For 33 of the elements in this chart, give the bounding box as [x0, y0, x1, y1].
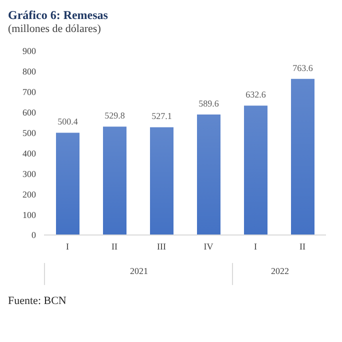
y-tick-label: 0	[32, 230, 36, 240]
x-tick-label: I	[66, 241, 69, 252]
bar	[103, 126, 126, 235]
data-label: 527.1	[152, 111, 172, 122]
source-note: Fuente: BCN	[8, 295, 68, 307]
x-tick-label: III	[157, 241, 166, 252]
data-label: 589.6	[198, 98, 220, 108]
data-label: 763.6	[292, 62, 314, 73]
x-tick-label: I	[254, 241, 257, 252]
y-tick-label: 600	[22, 108, 36, 118]
x-tick-label: II	[300, 241, 306, 252]
data-label: 500.4	[58, 116, 78, 127]
text: 2021	[44, 263, 233, 285]
chart-subtitle: (millones de dólares)	[8, 23, 102, 35]
chart-title: Gráfico 6: Remesas	[8, 8, 109, 23]
y-tick-label: 300	[22, 168, 36, 179]
y-tick-label: 900	[22, 46, 36, 56]
y-tick-label: 200	[22, 189, 36, 200]
y-tick-label: 700	[22, 87, 36, 98]
y-tick-label: 100	[22, 210, 36, 220]
y-tick-label: 800	[22, 66, 36, 77]
bar	[56, 132, 80, 235]
x-tick-label: IV	[204, 241, 214, 252]
data-label: 529.8	[104, 110, 126, 121]
data-label: 632.6	[246, 90, 266, 100]
bar	[244, 106, 268, 235]
bar	[291, 78, 314, 235]
bar	[150, 127, 174, 235]
text: 2022	[232, 263, 327, 285]
bar	[197, 114, 220, 235]
y-tick-label: 500	[22, 128, 36, 138]
x-tick-label: II	[112, 241, 118, 252]
y-tick-label: 400	[22, 148, 36, 158]
